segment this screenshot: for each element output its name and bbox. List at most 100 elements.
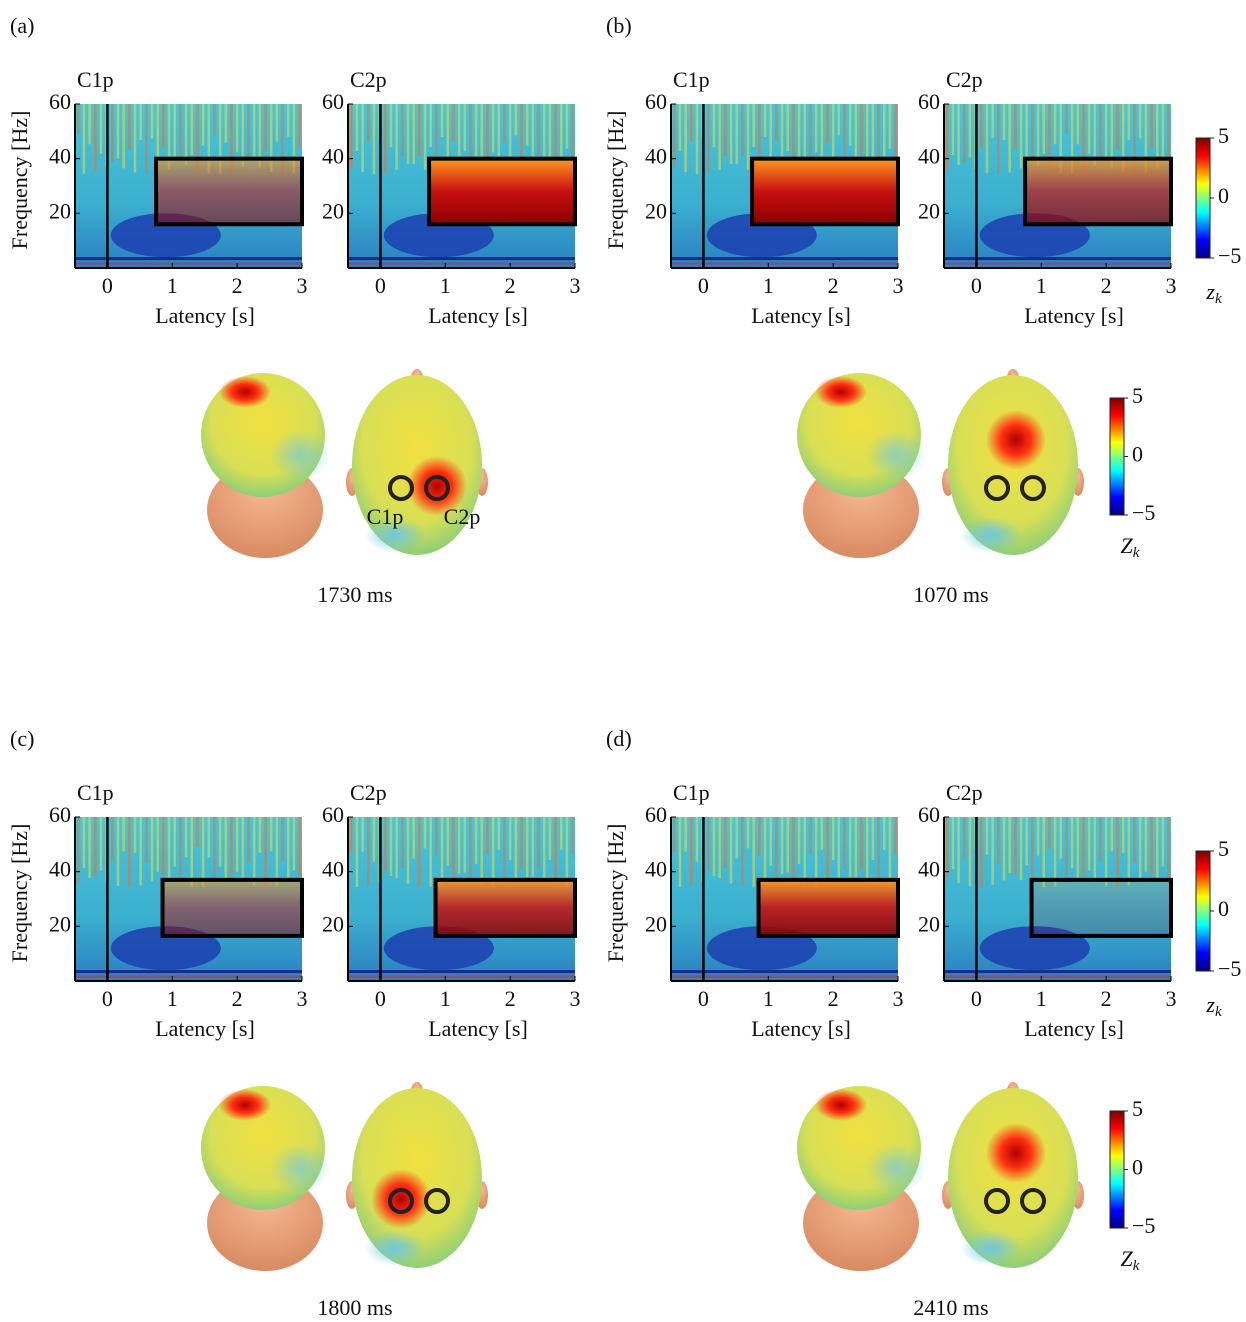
y-tick-label: 20 <box>49 911 71 936</box>
colorbar-tick-label: −5 <box>1218 956 1241 981</box>
x-tick-label: 1 <box>1036 273 1047 298</box>
y-axis-label: Frequency [Hz] <box>603 111 628 250</box>
x-axis-label: Latency [s] <box>751 303 851 328</box>
x-tick-label: 1 <box>763 273 774 298</box>
y-tick-label: 20 <box>645 198 667 223</box>
y-tick-label: 40 <box>918 857 940 882</box>
spectrogram <box>944 817 1171 981</box>
panel-label: (d) <box>606 726 632 751</box>
x-tick-label: 3 <box>570 986 581 1011</box>
colorbar-tick-label: 0 <box>1218 896 1229 921</box>
colorbar <box>1196 138 1210 258</box>
head-back-view <box>201 373 330 558</box>
colorbar-tick-label: −5 <box>1132 500 1155 525</box>
x-tick-label: 3 <box>893 273 904 298</box>
panel-label: (b) <box>606 13 632 38</box>
colorbar-tick-label: 5 <box>1218 123 1229 148</box>
spectrogram <box>348 104 575 268</box>
y-tick-label: 40 <box>645 144 667 169</box>
head-top-view <box>346 1082 488 1268</box>
x-tick-label: 3 <box>297 273 308 298</box>
x-axis-label: Latency [s] <box>1024 303 1124 328</box>
colorbar-tick-label: 5 <box>1132 383 1143 408</box>
y-tick-label: 20 <box>322 198 344 223</box>
x-tick-label: 2 <box>828 273 839 298</box>
spectrogram <box>75 817 302 981</box>
panel: (c) 0 1 2 3 20 40 60 Latency [s] C1p Frequency [Hz… <box>7 726 580 1320</box>
y-tick-label: 40 <box>49 144 71 169</box>
spectrogram <box>348 817 575 981</box>
channel-label: C1p <box>77 780 114 805</box>
figure: (a)0123204060Latency [s]C1pFrequency [Hz… <box>0 0 1246 1322</box>
x-tick-label: 3 <box>1166 273 1177 298</box>
colorbar-label: Zk <box>1121 1246 1140 1274</box>
y-tick-label: 60 <box>645 802 667 827</box>
x-axis-label: Latency [s] <box>751 1016 851 1041</box>
colorbar-tick-label: −5 <box>1218 243 1241 268</box>
x-tick-label: 3 <box>570 273 581 298</box>
colorbar-tick-label: −5 <box>1132 1213 1155 1238</box>
x-tick-label: 1 <box>167 986 178 1011</box>
channel-label: C1p <box>77 67 114 92</box>
y-tick-label: 40 <box>918 144 940 169</box>
x-tick-label: 1 <box>167 273 178 298</box>
x-tick-label: 2 <box>1101 273 1112 298</box>
y-tick-label: 20 <box>918 911 940 936</box>
y-axis-label: Frequency [Hz] <box>603 824 628 963</box>
y-tick-label: 20 <box>918 198 940 223</box>
x-tick-label: 1 <box>440 273 451 298</box>
colorbar-tick-label: 5 <box>1132 1096 1143 1121</box>
time-label: 1730 ms <box>317 582 392 607</box>
y-tick-label: 60 <box>918 802 940 827</box>
x-tick-label: 0 <box>971 986 982 1011</box>
x-tick-label: 3 <box>1166 986 1177 1011</box>
x-tick-label: 0 <box>102 273 113 298</box>
x-tick-label: 1 <box>440 986 451 1011</box>
colorbar-label: zk <box>1205 279 1222 307</box>
x-tick-label: 3 <box>297 986 308 1011</box>
x-tick-label: 0 <box>698 986 709 1011</box>
electrode-label: C2p <box>444 504 481 529</box>
y-tick-label: 40 <box>322 144 344 169</box>
spectrogram <box>671 817 898 981</box>
channel-label: C1p <box>673 67 710 92</box>
x-axis-label: Latency [s] <box>428 1016 528 1041</box>
channel-label: C2p <box>350 780 387 805</box>
y-tick-label: 40 <box>645 857 667 882</box>
x-axis-label: Latency [s] <box>1024 1016 1124 1041</box>
y-tick-label: 60 <box>49 802 71 827</box>
x-tick-label: 2 <box>232 273 243 298</box>
time-label: 1070 ms <box>913 582 988 607</box>
y-tick-label: 20 <box>49 198 71 223</box>
y-axis-label: Frequency [Hz] <box>7 824 32 963</box>
colorbar-label: Zk <box>1121 533 1140 561</box>
x-axis-label: Latency [s] <box>428 303 528 328</box>
channel-label: C2p <box>946 67 983 92</box>
y-axis-label: Frequency [Hz] <box>7 111 32 250</box>
x-tick-label: 0 <box>375 986 386 1011</box>
colorbar-tick-label: 0 <box>1218 183 1229 208</box>
x-tick-label: 0 <box>375 273 386 298</box>
time-label: 1800 ms <box>317 1295 392 1320</box>
y-tick-label: 60 <box>322 802 344 827</box>
electrode-label: C1p <box>367 504 404 529</box>
x-tick-label: 2 <box>232 986 243 1011</box>
x-tick-label: 3 <box>893 986 904 1011</box>
colorbar <box>1110 398 1124 515</box>
y-tick-label: 60 <box>918 89 940 114</box>
y-tick-label: 40 <box>322 857 344 882</box>
x-tick-label: 0 <box>102 986 113 1011</box>
panel-label: (a) <box>10 13 34 38</box>
x-tick-label: 1 <box>1036 986 1047 1011</box>
colorbar-tick-label: 0 <box>1132 1155 1143 1180</box>
x-tick-label: 2 <box>1101 986 1112 1011</box>
x-tick-label: 0 <box>971 273 982 298</box>
y-tick-label: 20 <box>322 911 344 936</box>
time-label: 2410 ms <box>913 1295 988 1320</box>
panel-label: (c) <box>10 726 34 751</box>
head-top-view <box>942 369 1084 555</box>
colorbar-label: zk <box>1205 992 1222 1020</box>
x-tick-label: 1 <box>763 986 774 1011</box>
